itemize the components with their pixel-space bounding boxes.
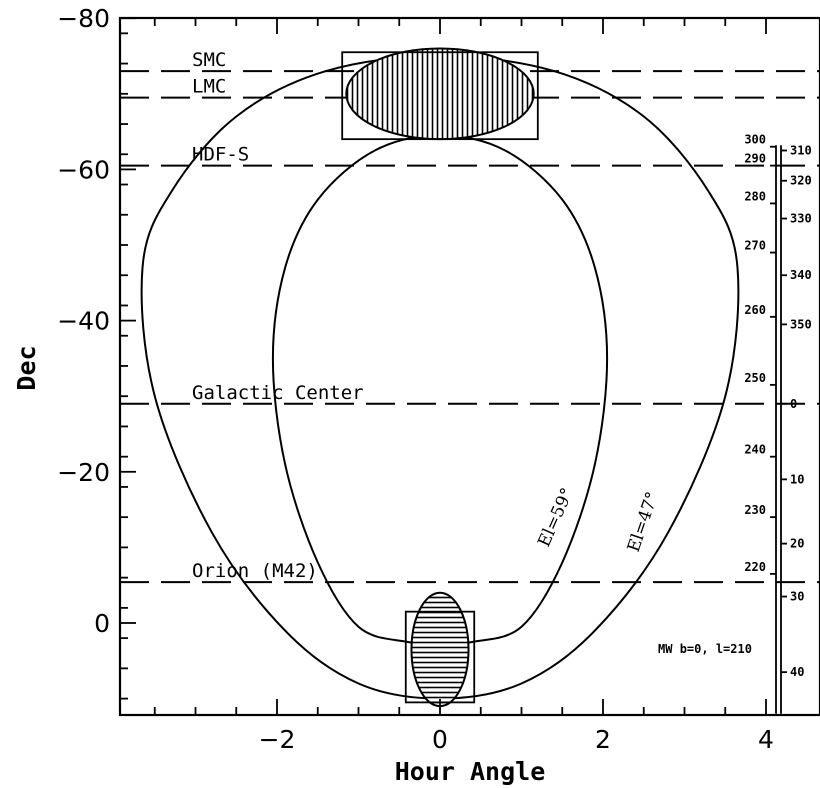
y-tick-label: −20 bbox=[57, 458, 110, 487]
mw-left-tick-label: 300 bbox=[744, 133, 766, 147]
milky-way-track: 3002902802702602502402302203103203303403… bbox=[658, 133, 812, 714]
hatched-region-1 bbox=[345, 47, 535, 141]
y-axis-title: Dec bbox=[12, 345, 41, 390]
y-axis-ticks: −80 −60 −40 −20 0 bbox=[57, 4, 136, 700]
mw-left-tick-label: 220 bbox=[744, 560, 766, 574]
mw-left-tick-label: 240 bbox=[744, 443, 766, 457]
mw-left-tick-label: 230 bbox=[744, 503, 766, 517]
mw-right-tick-label: 320 bbox=[790, 174, 812, 188]
source-label-smc: SMC bbox=[192, 49, 226, 71]
x-tick-label: −2 bbox=[259, 725, 296, 754]
shaded-regions bbox=[341, 47, 539, 708]
mw-right-tick-label: 10 bbox=[790, 472, 804, 486]
y-tick-label: 0 bbox=[94, 609, 110, 638]
x-tick-label: 2 bbox=[595, 725, 611, 754]
y-tick-label: −40 bbox=[57, 307, 110, 336]
source-label-orion-m42: Orion (M42) bbox=[192, 560, 318, 582]
y-tick-label: −60 bbox=[57, 155, 110, 184]
source-label-lmc: LMC bbox=[192, 76, 226, 98]
x-axis-title: Hour Angle bbox=[395, 757, 546, 786]
mw-left-tick-label: 260 bbox=[744, 303, 766, 317]
source-label-galactic-center: Galactic Center bbox=[192, 382, 364, 404]
x-axis-ticks: −2 0 2 4 bbox=[153, 18, 774, 754]
mw-right-tick-label: 20 bbox=[790, 537, 804, 551]
mw-left-tick-label: 290 bbox=[744, 152, 766, 166]
source-label-hdf-s: HDF-S bbox=[192, 144, 249, 166]
mw-right-tick-label: 40 bbox=[790, 665, 804, 679]
mw-right-tick-label: 310 bbox=[790, 144, 812, 158]
mw-left-tick-label: 280 bbox=[744, 189, 766, 203]
mw-right-tick-label: 30 bbox=[790, 590, 804, 604]
x-tick-label: 0 bbox=[432, 725, 448, 754]
mw-right-tick-label: 330 bbox=[790, 212, 812, 226]
x-tick-label: 4 bbox=[758, 725, 774, 754]
plot-area: SMC LMC HDF-S Galactic Center Orion (M42) El… bbox=[120, 47, 820, 714]
y-tick-label: −80 bbox=[57, 4, 110, 33]
elevation-curve-label-2: El=47° bbox=[624, 489, 663, 554]
mw-track-label: MW b=0, l=210 bbox=[658, 642, 752, 656]
region-box-1 bbox=[341, 51, 539, 141]
mw-right-tick-label: 340 bbox=[790, 268, 812, 282]
mw-left-tick-label: 270 bbox=[744, 239, 766, 253]
mw-right-tick-label: 0 bbox=[790, 397, 797, 411]
mw-left-tick-label: 250 bbox=[744, 371, 766, 385]
hatched-region-2 bbox=[410, 591, 470, 708]
mw-right-tick-label: 350 bbox=[790, 317, 812, 331]
